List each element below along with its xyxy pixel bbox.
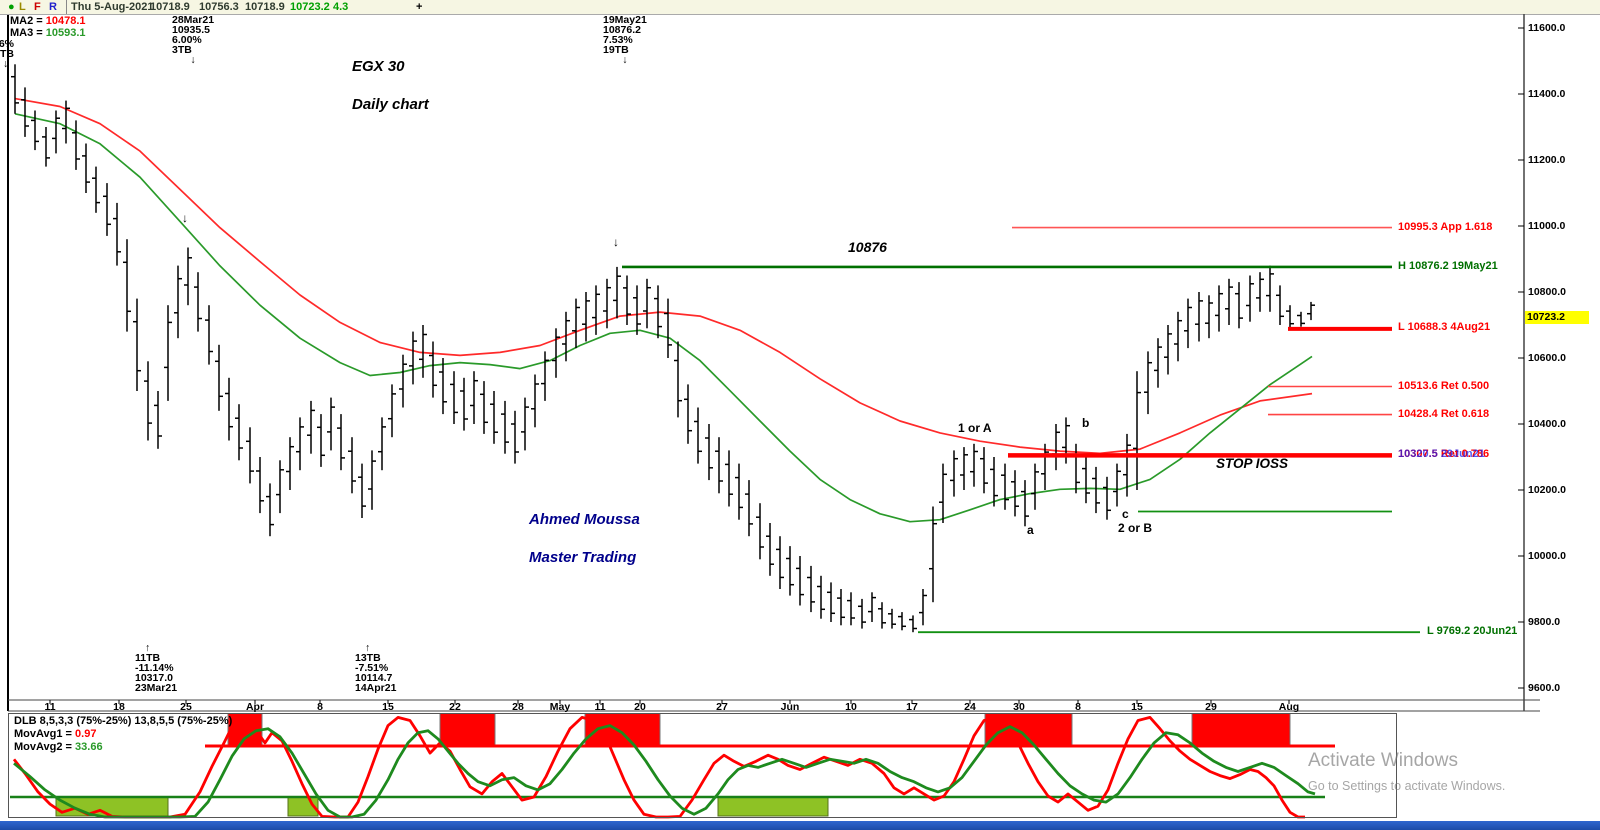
y-axis-label: 11000.0 xyxy=(1528,220,1566,232)
movavg2-value: 33.66 xyxy=(75,741,103,753)
x-axis-label: 10 xyxy=(845,701,857,713)
y-axis-label: 10600.0 xyxy=(1528,352,1566,364)
y-axis-label: 10200.0 xyxy=(1528,484,1566,496)
x-axis-label: 29 xyxy=(1205,701,1217,713)
level-label-app1618: 10995.3 App 1.618 xyxy=(1398,221,1493,233)
y-axis-label: 11200.0 xyxy=(1528,154,1566,166)
horizontal-levels xyxy=(622,226,1420,634)
symbol-title: EGX 30 xyxy=(352,58,405,75)
oscillator-title: DLB 8,5,3,3 (75%-25%) 13,8,5,5 (75%-25%) xyxy=(14,715,233,727)
layout-button-f[interactable]: F xyxy=(34,1,41,13)
level-label-low20jun: L 9769.2 20Jun21 xyxy=(1427,625,1518,637)
timeframe-title: Daily chart xyxy=(352,96,429,113)
x-axis-label: Apr xyxy=(245,701,265,713)
ma-legend: MA2 = 10478.1 MA3 = 10593.1 xyxy=(10,15,86,39)
level-label-low29jun: 10320.5 29Jun21 xyxy=(1398,448,1485,460)
x-axis-label: 24 xyxy=(964,701,976,713)
movavg1-value: 0.97 xyxy=(75,728,97,740)
activate-windows-watermark: Activate Windows xyxy=(1308,750,1458,771)
level-label-ret0786: 10307.5 Ret 0.786 xyxy=(1398,448,1490,460)
watermark-author: Ahmed Moussa xyxy=(529,511,640,528)
x-axis-label: 15 xyxy=(1131,701,1143,713)
x-axis-label: 18 xyxy=(113,701,125,713)
x-axis-label: 28 xyxy=(512,701,524,713)
up-arrow-icon: ↑ xyxy=(365,642,371,654)
wave-label-2orB: 2 or B xyxy=(1118,521,1153,535)
quote-change: 4.3 xyxy=(333,1,349,13)
ma3-label: MA3 = xyxy=(10,27,43,39)
layout-button-r[interactable]: R xyxy=(49,1,57,13)
y-axis-label: 9800.0 xyxy=(1528,616,1561,628)
x-axis-label: 30 xyxy=(1013,701,1025,713)
up-arrow-icon: ↑ xyxy=(145,642,151,654)
ma-red-line xyxy=(14,97,1313,455)
quote-date: Thu 5-Aug-2021 xyxy=(66,0,154,14)
down-arrow-icon: ↓ xyxy=(182,211,188,225)
quote-open: 10718.9 xyxy=(150,1,190,13)
x-axis-label: 11 xyxy=(44,701,56,713)
ma2-value: 10478.1 xyxy=(45,15,86,27)
wave-label-b: b xyxy=(1082,416,1090,430)
annotation-14apr: ↑ 13TB -7.51% 10114.7 14Apr21 xyxy=(355,642,397,694)
y-axis-label: 9600.0 xyxy=(1528,682,1561,694)
quote-high: 10756.3 xyxy=(199,1,239,13)
price-bars xyxy=(11,64,1315,633)
y-axis-label: 10400.0 xyxy=(1528,418,1566,430)
taskbar-strip[interactable] xyxy=(0,821,1600,830)
title-bar: ● L F R Thu 5-Aug-2021 10718.9 10756.3 1… xyxy=(0,0,1600,15)
last-price-tag: 10723.2 xyxy=(1525,311,1589,324)
wave-label-a: a xyxy=(1027,523,1034,537)
quote-close: 10723.2 xyxy=(290,1,330,13)
down-arrow-icon: ↓ xyxy=(190,54,196,66)
plus-icon[interactable]: + xyxy=(416,1,423,13)
down-arrow-icon: ↓ xyxy=(613,235,619,249)
x-axis-label: 8 xyxy=(317,701,323,713)
x-axis-label: 20 xyxy=(634,701,646,713)
y-axis-label: 11400.0 xyxy=(1528,88,1566,100)
down-arrow-icon: ↓ xyxy=(622,54,628,66)
ma3-value: 10593.1 xyxy=(45,27,86,39)
status-dot-icon: ● xyxy=(8,1,15,13)
y-axis-label: 10800.0 xyxy=(1528,286,1566,298)
peak-price-label: 10876 xyxy=(848,239,887,255)
x-axis-label: 11 xyxy=(594,701,606,713)
quote-low: 10718.9 xyxy=(245,1,285,13)
oscillator-red-line xyxy=(12,716,1305,819)
x-axis-label: 25 xyxy=(180,701,192,713)
annotation-28mar: 28Mar21 10935.5 6.00% 3TB ↓ xyxy=(172,14,215,66)
wave-label-c: c xyxy=(1122,507,1129,521)
oscillator-green-line xyxy=(13,724,1316,819)
stop-loss-label: STOP IOSS xyxy=(1216,456,1289,471)
level-label-high19may: H 10876.2 19May21 xyxy=(1398,260,1498,272)
x-axis-label: 17 xyxy=(906,701,918,713)
y-axis-label: 10000.0 xyxy=(1528,550,1566,562)
y-axis-label: 11600.0 xyxy=(1528,22,1566,34)
x-axis-label: May xyxy=(549,701,571,713)
oscillator-legend: DLB 8,5,3,3 (75%-25%) 13,8,5,5 (75%-25%)… xyxy=(14,715,233,753)
watermark-brand: Master Trading xyxy=(529,549,637,566)
x-axis-label: Aug xyxy=(1278,701,1300,713)
oscillator-panel[interactable] xyxy=(8,713,1397,818)
activate-windows-hint: Go to Settings to activate Windows. xyxy=(1308,779,1506,793)
annotation-19may: 19May21 10876.2 7.53% 19TB ↓ xyxy=(603,14,647,66)
level-label-ret0500: 10513.6 Ret 0.500 xyxy=(1398,380,1490,392)
level-label-ret0618: 10428.4 Ret 0.618 xyxy=(1398,408,1490,420)
clipped-annotation: 56% TB ↓ xyxy=(0,38,15,70)
x-axis-label: 27 xyxy=(716,701,728,713)
annotation-23mar: ↑ 11TB -11.14% 10317.0 23Mar21 xyxy=(135,642,178,694)
x-axis-label: 22 xyxy=(449,701,461,713)
ma2-label: MA2 = xyxy=(10,15,43,27)
x-axis-label: 15 xyxy=(382,701,394,713)
ma-green-line xyxy=(14,112,1313,523)
level-label-low4aug: L 10688.3 4Aug21 xyxy=(1398,321,1491,333)
wave-label-1orA: 1 or A xyxy=(958,421,992,435)
layout-button-l[interactable]: L xyxy=(19,1,26,13)
x-axis-label: Jun xyxy=(780,701,800,713)
x-axis-label: 8 xyxy=(1075,701,1081,713)
